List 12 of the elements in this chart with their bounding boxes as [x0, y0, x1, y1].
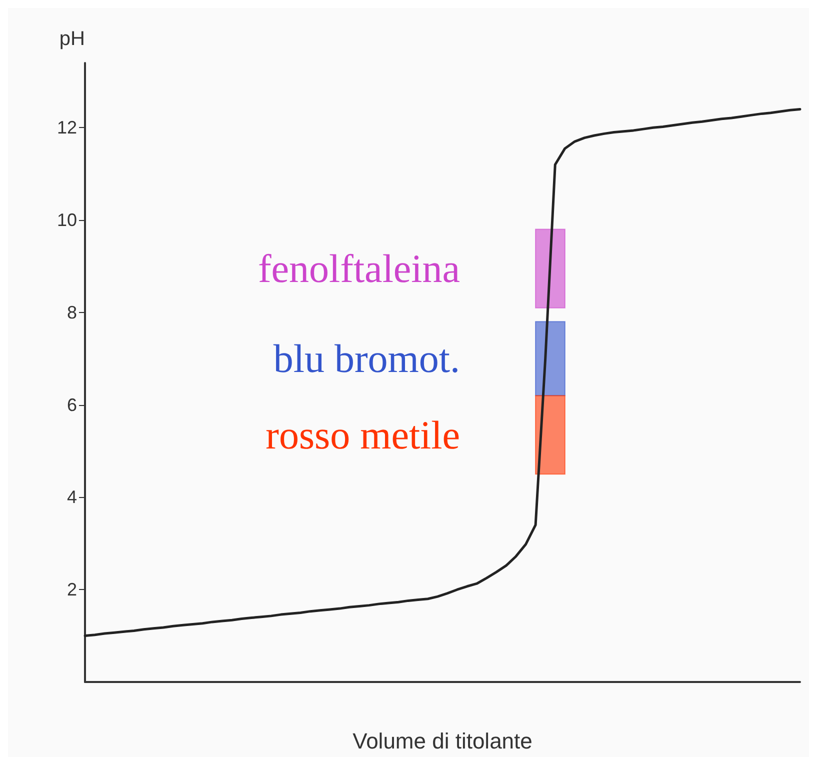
band-label: fenolftaleina [258, 246, 460, 292]
y-tick-label: 10 [56, 210, 77, 230]
y-tick-label: 12 [56, 118, 77, 138]
line-series [84, 108, 802, 638]
band-label: blu bromot. [273, 336, 460, 382]
x-axis-title: Volume di titolante [352, 728, 532, 754]
band-label: rosso metile [266, 412, 460, 458]
y-axis-title: pH [59, 28, 85, 50]
y-tick-label: 8 [66, 302, 77, 322]
y-tick-label: 4 [66, 487, 77, 508]
y-tick-label: 6 [66, 394, 77, 415]
y-tick-label: 2 [66, 580, 77, 600]
